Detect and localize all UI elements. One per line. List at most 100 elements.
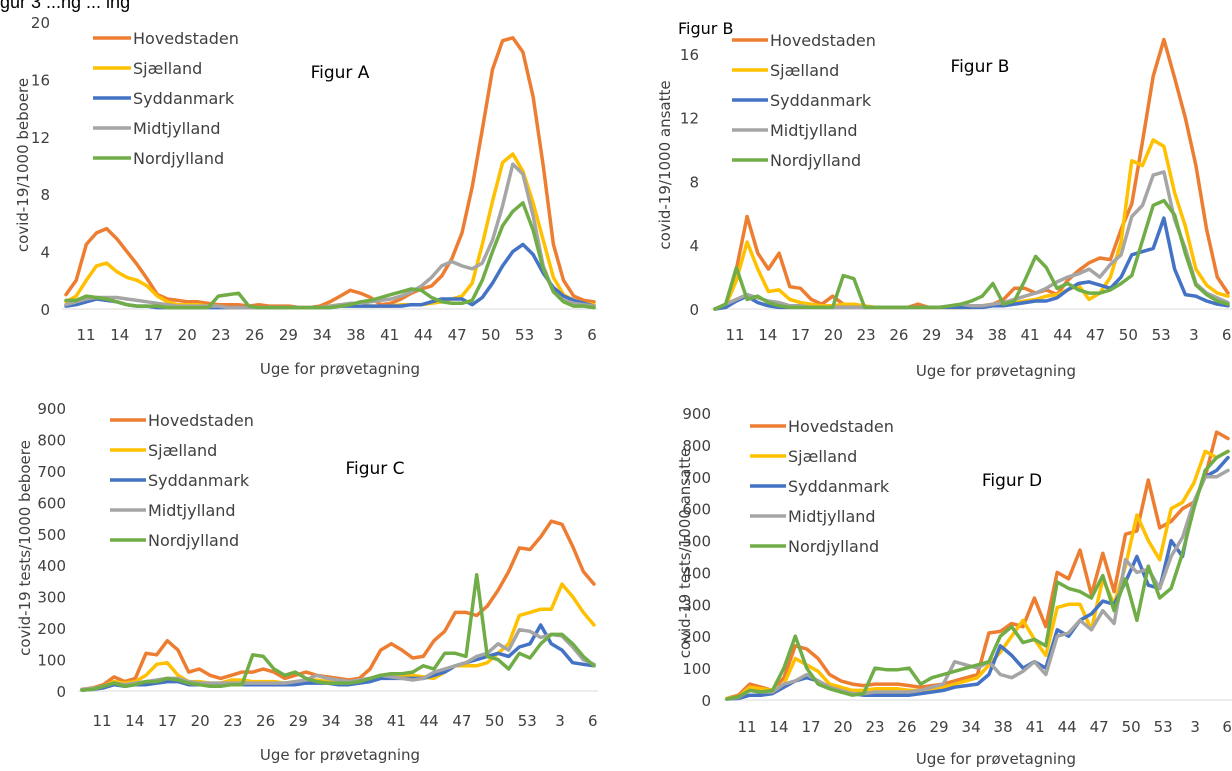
legend-label: Sjælland: [133, 59, 202, 78]
y-tick-label: 900: [37, 400, 66, 418]
x-tick-label: 29: [289, 712, 308, 730]
x-tick-label: 11: [92, 712, 111, 730]
x-tick-label: 44: [414, 326, 433, 344]
legend-label: Midtjylland: [133, 119, 221, 138]
y-tick-label: 200: [682, 628, 711, 646]
x-tick-label: 38: [346, 326, 365, 344]
x-tick-label: 23: [866, 718, 885, 736]
x-tick-label: 34: [313, 326, 332, 344]
y-tick-label: 0: [701, 692, 711, 710]
x-axis-title: Uge for prøvetagning: [916, 750, 1076, 767]
chart-panel-d: 0 100 200 300 400 500 600 700 800 900 11 14 17 20 23 26…: [676, 405, 1232, 768]
x-axis-title: Uge for prøvetagning: [260, 360, 420, 378]
y-axis-title: covid-19 tests/1000 ansatte: [676, 448, 694, 659]
x-tick-label: 50: [1119, 326, 1138, 344]
y-tick-label: 100: [682, 660, 711, 678]
y-tick-label: 300: [682, 596, 711, 614]
legend-label: Syddanmark: [788, 477, 890, 496]
legend-label: Nordjylland: [133, 149, 224, 168]
x-axis-title: Uge for prøvetagning: [916, 362, 1076, 380]
y-tick-label: 800: [682, 437, 711, 455]
x-axis-title: Uge for prøvetagning: [260, 746, 420, 764]
x-tick-label: 34: [955, 326, 974, 344]
x-tick-label: 41: [380, 326, 399, 344]
y-tick-label: 700: [682, 469, 711, 487]
x-tick-label: 11: [76, 326, 95, 344]
x-tick-label: 53: [1154, 718, 1173, 736]
y-tick-label: 500: [682, 533, 711, 551]
x-tick-label: 14: [769, 718, 788, 736]
y-tick-label: 4: [40, 244, 50, 262]
x-tick-label: 44: [1058, 718, 1077, 736]
chart-panel-b: 0 4 8 12 16 11 14 17 20 23 26 29 34 38 41 44 47 50 53 3 6 Uge…: [656, 19, 1232, 380]
x-tick-label: 53: [518, 712, 537, 730]
x-tick-label: 17: [144, 326, 163, 344]
legend-label: Nordjylland: [148, 531, 239, 550]
x-tick-label: 17: [791, 326, 810, 344]
chart-title: Figur B: [951, 57, 1010, 77]
x-tick-label: 26: [245, 326, 264, 344]
x-tick-label: 3: [555, 712, 565, 730]
x-tick-label: 38: [994, 718, 1013, 736]
chart-panel-c: 0 100 200 300 400 500 600 700 800 900 11 14 17 20 23 26…: [16, 400, 598, 764]
x-tick-label: 6: [587, 326, 597, 344]
x-tick-label: 41: [387, 712, 406, 730]
x-tick-label: 26: [256, 712, 275, 730]
legend-label: Nordjylland: [788, 537, 879, 556]
series-line-hovedstaden: [725, 430, 1230, 701]
y-tick-label: 200: [37, 620, 66, 638]
x-tick-label: 26: [889, 326, 908, 344]
figure-caption-fragment: gur 3 ...ng ... ing: [0, 0, 131, 12]
x-tick-label: 17: [158, 712, 177, 730]
series-line-nordjylland: [80, 572, 596, 692]
legend-label: Midtjylland: [770, 121, 858, 140]
x-tick-label: 20: [833, 718, 852, 736]
x-tick-label: 20: [191, 712, 210, 730]
y-tick-label: 0: [56, 683, 66, 701]
chart-title: Figur A: [311, 63, 370, 83]
x-tick-label: 17: [801, 718, 820, 736]
series-line-syddanmark: [725, 455, 1230, 701]
chart-title-extra: Figur B: [678, 19, 733, 38]
x-tick-label: 29: [930, 718, 949, 736]
x-tick-label: 6: [1222, 718, 1232, 736]
x-tick-label: 38: [988, 326, 1007, 344]
x-tick-label: 34: [321, 712, 340, 730]
x-tick-label: 14: [110, 326, 129, 344]
x-tick-label: 23: [223, 712, 242, 730]
y-tick-label: 0: [689, 301, 699, 319]
y-tick-label: 12: [31, 129, 50, 147]
legend-label: Midtjylland: [788, 507, 876, 526]
y-tick-label: 300: [37, 589, 66, 607]
x-tick-label: 6: [1222, 326, 1232, 344]
series-line-sjælland: [725, 449, 1230, 701]
x-tick-label: 50: [481, 326, 500, 344]
y-axis-title: covid-19 tests/1000 beboere: [16, 440, 34, 656]
x-tick-label: 23: [857, 326, 876, 344]
x-tick-label: 50: [485, 712, 504, 730]
x-tick-label: 11: [725, 326, 744, 344]
legend-label: Midtjylland: [148, 501, 236, 520]
y-tick-label: 500: [37, 526, 66, 544]
x-tick-label: 44: [1053, 326, 1072, 344]
legend-label: Hovedstaden: [133, 29, 239, 48]
x-tick-label: 47: [448, 326, 467, 344]
y-axis-title: covid-19/1000 beboere: [14, 78, 32, 252]
x-tick-label: 47: [1090, 718, 1109, 736]
series-line-hovedstaden: [64, 36, 596, 310]
x-tick-label: 6: [588, 712, 598, 730]
legend-label: Sjælland: [788, 447, 857, 466]
x-tick-label: 41: [1020, 326, 1039, 344]
y-tick-label: 12: [680, 110, 699, 128]
x-tick-label: 20: [178, 326, 197, 344]
y-tick-label: 20: [31, 14, 50, 32]
y-tick-label: 4: [689, 237, 699, 255]
x-tick-label: 41: [1026, 718, 1045, 736]
x-tick-label: 14: [125, 712, 144, 730]
chart-title: Figur C: [345, 459, 404, 479]
series-line-nordjylland: [64, 201, 596, 310]
x-tick-label: 50: [1122, 718, 1141, 736]
y-tick-label: 0: [40, 301, 50, 319]
